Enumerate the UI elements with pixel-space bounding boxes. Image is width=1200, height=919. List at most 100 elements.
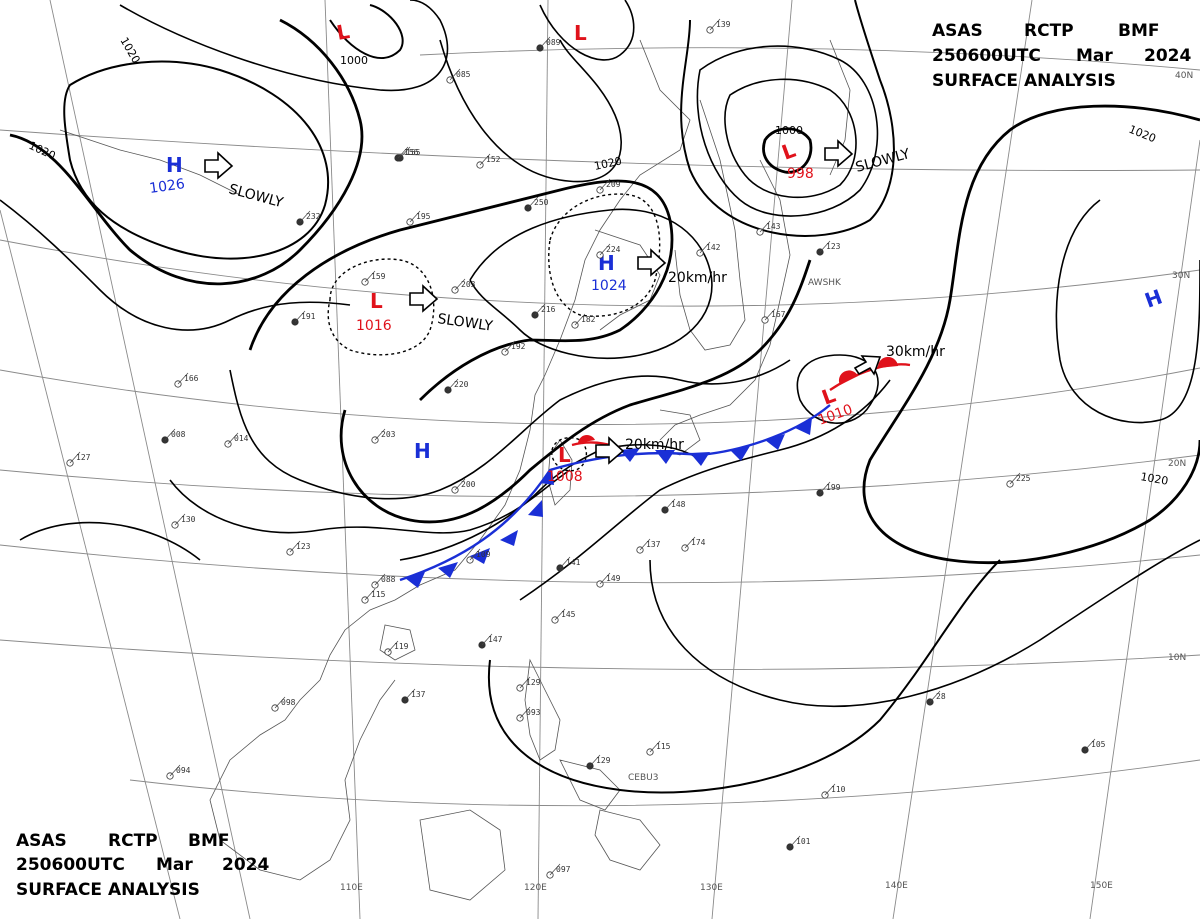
station-wind-barb	[449, 68, 461, 81]
isobar-far-south	[19, 521, 201, 561]
station-pressure: 209	[606, 180, 621, 189]
station-pressure: 115	[371, 590, 386, 599]
warm-front-lobe	[578, 435, 595, 443]
cold-front-pip	[438, 562, 458, 578]
trough-high-central	[548, 193, 661, 317]
parallel-15n	[0, 544, 1200, 584]
station-wind-barb	[274, 696, 286, 709]
lon-label-110e: 110E	[340, 883, 363, 893]
station-wind-barb	[374, 573, 386, 586]
station-wind-barb	[374, 428, 386, 441]
motion-text: 20km/hr	[625, 437, 684, 453]
station-pressure: 093	[526, 708, 541, 717]
station-pressure: 088	[381, 575, 396, 584]
isobar-north-west	[63, 60, 330, 260]
high-center-value: 1026	[148, 176, 186, 197]
isobar-label: 1020	[1139, 470, 1169, 488]
station-pressure: 130	[181, 515, 196, 524]
header-bottom-source-1: ASAS	[16, 831, 67, 851]
isobar-label: 1000	[340, 54, 368, 67]
meridian-100e	[49, 0, 251, 919]
station-wind-barb	[454, 278, 466, 291]
coast-luzon	[524, 658, 561, 761]
station-pressure: 216	[541, 305, 556, 314]
station-wind-barb	[481, 633, 493, 646]
station-plots: 089 085 139 155 152 195 232 159 203 216 182 192 220 2…	[66, 18, 1106, 879]
station-wind-barb	[599, 572, 611, 585]
cold-front-pip	[795, 418, 812, 435]
high-center-letter: H	[414, 439, 431, 463]
station-wind-barb	[534, 303, 546, 316]
station-wind-barb	[454, 478, 466, 491]
station-pressure: 28	[936, 692, 946, 701]
station-wind-barb	[479, 153, 491, 166]
station-pressure: 199	[826, 483, 841, 492]
lat-label-40n: 40N	[1175, 71, 1193, 81]
lat-label-10n: 10N	[1168, 653, 1186, 663]
cold-front-pip	[765, 434, 785, 450]
parallel-35n	[0, 129, 1200, 171]
cold-front-pip	[540, 468, 554, 485]
place-labels: AWSHK CEBU3	[628, 278, 842, 783]
station-wind-barb	[709, 18, 721, 31]
isobar-central-inner	[469, 208, 713, 359]
station-wind-barb	[519, 706, 531, 719]
motion-arrow-icon	[409, 284, 439, 313]
station-wind-barb	[504, 340, 516, 353]
header-top-right: ASAS RCTP BMF 250600UTC Mar 2024 SURFACE…	[932, 21, 1191, 91]
station-pressure: 119	[394, 642, 409, 651]
cold-front-pip	[500, 530, 518, 546]
header-top-title: SURFACE ANALYSIS	[932, 71, 1116, 91]
motion-arrow-icon	[853, 355, 882, 376]
motion-arrows	[204, 139, 882, 465]
station-pressure: 195	[416, 212, 431, 221]
station-pressure: 166	[184, 374, 199, 383]
lon-label-120e: 120E	[524, 883, 547, 893]
header-top-month: Mar	[1076, 46, 1113, 66]
cold-front-pip	[405, 572, 425, 588]
place-label: AWSHK	[808, 278, 842, 288]
parallel-40n	[419, 47, 1200, 71]
coast-borneo	[419, 809, 506, 901]
lat-label-30n: 30N	[1172, 271, 1190, 281]
station-pressure: 148	[671, 500, 686, 509]
station-wind-barb	[929, 690, 941, 703]
coast-hainan	[379, 624, 416, 661]
station-pressure: 167	[771, 310, 786, 319]
station-wind-barb	[1009, 472, 1021, 485]
station-pressure: 110	[831, 785, 846, 794]
motion-text: 20km/hr	[668, 270, 727, 286]
station-pressure: 101	[796, 837, 811, 846]
coast-visayas	[559, 759, 621, 811]
station-wind-barb	[227, 432, 239, 445]
lon-label-150e: 150E	[1090, 881, 1113, 891]
station-wind-barb	[824, 783, 836, 796]
station-pressure: 089	[546, 38, 561, 47]
isobar-1000-ne	[762, 127, 813, 174]
meridian-90e	[0, 209, 181, 919]
station-wind-barb	[169, 764, 181, 777]
station-wind-barb	[699, 241, 711, 254]
header-bottom-month: Mar	[156, 855, 193, 875]
isobar-central-outer	[229, 359, 791, 500]
station-pressure: 250	[534, 198, 549, 207]
isobar-ne-big	[680, 0, 895, 237]
station-wind-barb	[599, 178, 611, 191]
station-pressure: 123	[296, 542, 311, 551]
station-pressure: 143	[766, 222, 781, 231]
header-bottom-left: ASAS RCTP BMF 250600UTC Mar 2024 SURFACE…	[16, 831, 269, 900]
station-pressure: 097	[556, 865, 571, 874]
station-pressure: 155	[406, 148, 421, 157]
meridian-150e	[1089, 139, 1200, 919]
station-pressure: 085	[456, 70, 471, 79]
station-wind-barb	[289, 540, 301, 553]
station-wind-barb	[519, 676, 531, 689]
station-pressure: 141	[566, 558, 581, 567]
cold-front-triangles	[405, 418, 812, 588]
station-pressure: 224	[606, 245, 621, 254]
header-top-source-1: ASAS	[932, 21, 983, 41]
warm-front-lobe	[877, 356, 898, 368]
isobar-1020-north-west	[9, 18, 364, 286]
station-pressure: 200	[461, 480, 476, 489]
isobars	[0, 0, 1200, 794]
